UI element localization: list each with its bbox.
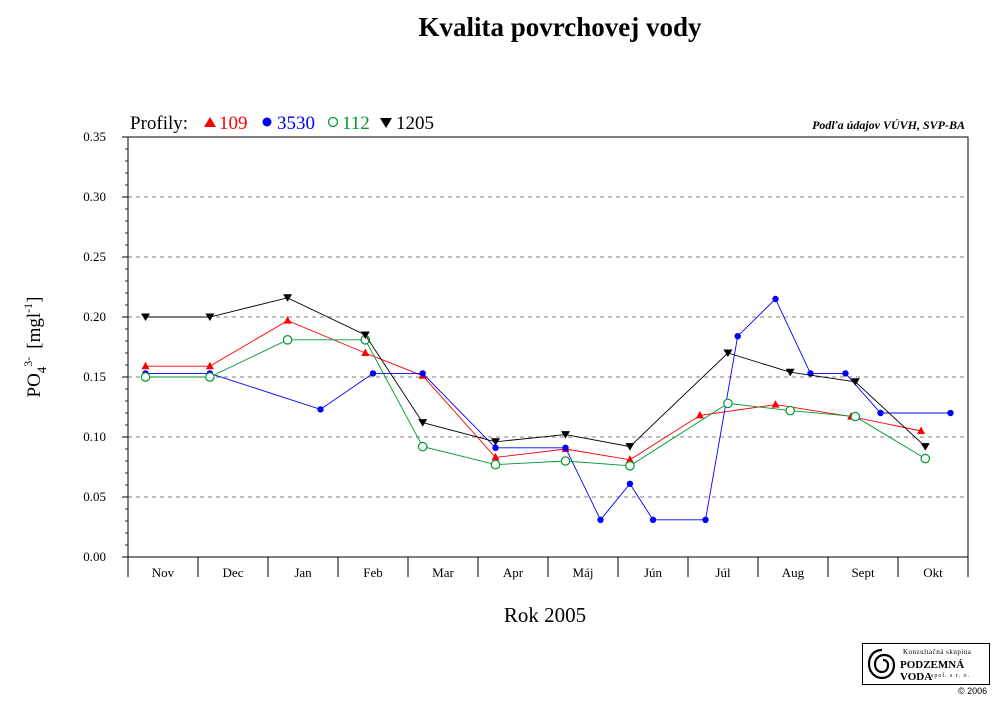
plot-frame	[127, 136, 969, 558]
x-tick-label: Apr	[503, 565, 524, 580]
legend-marker-3530	[262, 117, 272, 127]
legend-label-109: 109	[219, 113, 248, 134]
data-point-112	[205, 372, 215, 382]
series-line-112	[145, 339, 926, 467]
data-point-1205	[850, 378, 860, 386]
data-point-1205	[141, 313, 150, 321]
legend-label-3530: 3530	[277, 113, 315, 134]
data-point-3530	[702, 516, 709, 523]
data-point-109	[361, 348, 370, 356]
data-point-112	[282, 334, 293, 345]
logo-line-2: PODZEMNÁ VODA	[900, 659, 965, 683]
series-line-1205	[145, 297, 926, 448]
legend: Profily: 109 3530 112 1205	[130, 113, 434, 134]
data-point-1205	[723, 349, 733, 357]
y-tick-label: 0.35	[83, 129, 106, 144]
data-point-112	[723, 398, 733, 409]
data-point-1205	[491, 438, 500, 446]
data-point-112	[560, 456, 571, 466]
data-point-109	[491, 452, 500, 461]
x-tick-label: Feb	[363, 565, 383, 580]
chart-title: Kvalita povrchovej vody	[418, 12, 702, 42]
data-point-3530	[369, 370, 377, 377]
x-tick-label: Mar	[432, 565, 454, 580]
data-point-3530	[626, 480, 634, 487]
legend-label-1205: 1205	[396, 113, 434, 134]
data-point-109	[771, 400, 780, 408]
data-point-3530	[734, 333, 741, 340]
x-tick-label: Dec	[223, 565, 244, 580]
data-point-112	[140, 372, 151, 382]
series-layer	[140, 294, 954, 523]
data-point-3530	[419, 370, 426, 377]
data-point-109	[917, 426, 926, 434]
legend-label-112: 112	[342, 113, 370, 134]
y-tick-label: 0.10	[83, 429, 106, 444]
y-tick-label: 0.05	[83, 489, 106, 504]
data-point-3530	[842, 370, 849, 377]
y-tick-label: 0.20	[83, 309, 106, 324]
data-point-112	[490, 459, 501, 470]
x-tick-label: Aug	[782, 565, 805, 580]
legend-prefix: Profily:	[130, 113, 188, 134]
axes: 0.00 0.05 0.10 0.15 0.20 0.25 0.30 0.35 Nov Dec Ja…	[83, 129, 969, 580]
data-point-1205	[360, 331, 370, 339]
data-point-3530	[947, 409, 954, 417]
data-point-109	[205, 361, 214, 370]
legend-marker-1205	[380, 118, 392, 128]
data-point-112	[785, 405, 795, 416]
legend-marker-112	[327, 116, 339, 128]
data-point-3530	[772, 295, 779, 303]
x-tick-label: Máj	[573, 565, 594, 580]
x-axis-label: Rok 2005	[504, 603, 586, 627]
data-point-1205	[785, 368, 795, 377]
data-point-112	[417, 441, 428, 452]
x-tick-label: Júl	[715, 565, 731, 580]
data-point-112	[850, 411, 861, 422]
data-point-1205	[561, 431, 570, 439]
data-point-1205	[625, 443, 635, 451]
legend-marker-109	[204, 117, 216, 127]
spiral-logo-icon	[867, 648, 896, 680]
x-tick-label: Jún	[644, 565, 663, 580]
y-tick-label: 0.30	[83, 189, 106, 204]
logo-line-1: Konzultačná skupina	[903, 648, 972, 656]
data-point-3530	[597, 516, 604, 523]
y-tick-label: 0.15	[83, 369, 106, 384]
data-point-109	[283, 316, 292, 324]
data-point-3530	[562, 444, 569, 451]
source-note: Podľa údajov VÚVH, SVP-BA	[812, 118, 965, 132]
y-axis-label: PO43-[mgl-1]	[21, 296, 49, 397]
copyright: © 2006	[958, 686, 988, 696]
data-point-1205	[920, 443, 930, 451]
data-point-3530	[492, 444, 499, 451]
data-point-1205	[283, 294, 293, 302]
series-line-3530	[145, 298, 951, 521]
logo-line-3: spol. s r. o.	[931, 673, 971, 679]
data-point-1205	[205, 313, 215, 321]
data-point-109	[625, 455, 634, 463]
x-tick-label: Okt	[923, 565, 943, 580]
y-tick-label: 0.00	[83, 549, 106, 564]
x-tick-label: Sept	[851, 565, 875, 580]
data-point-3530	[317, 406, 324, 413]
data-point-3530	[649, 516, 657, 523]
data-point-109	[695, 410, 704, 419]
data-point-112	[920, 453, 931, 464]
data-point-3530	[877, 409, 884, 417]
x-tick-label: Jan	[294, 565, 312, 580]
data-point-109	[141, 361, 150, 370]
data-point-1205	[418, 419, 428, 427]
data-point-112	[625, 460, 635, 471]
grid	[128, 196, 968, 498]
x-tick-label: Nov	[152, 565, 175, 580]
company-logo: Konzultačná skupina PODZEMNÁ VODA spol. …	[862, 643, 990, 685]
y-tick-label: 0.25	[83, 249, 106, 264]
